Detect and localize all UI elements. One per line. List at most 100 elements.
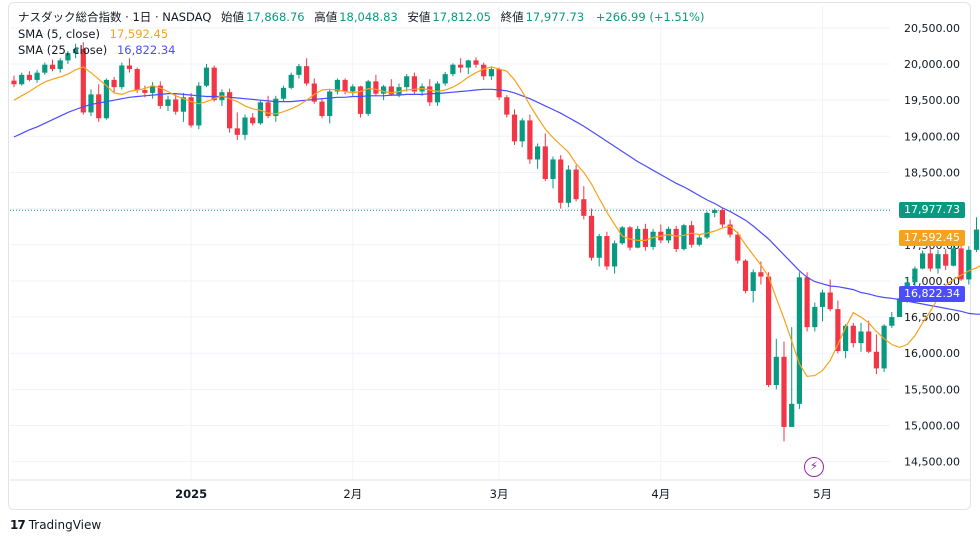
- y-tick-label: 16,000.00: [904, 347, 960, 360]
- candle-body: [758, 272, 764, 277]
- candle-body: [49, 64, 56, 70]
- candle-body: [80, 48, 86, 113]
- candle-body: [42, 64, 48, 73]
- high-value: 18,048.83: [339, 10, 398, 24]
- candle-body: [388, 86, 394, 95]
- candle-body: [350, 86, 356, 92]
- candle-body: [642, 228, 648, 247]
- sma25-price-tag: 16,822.34: [899, 285, 965, 302]
- candle-body: [334, 79, 340, 92]
- candle-body: [203, 67, 210, 86]
- candle-body: [519, 120, 525, 142]
- candle-body: [242, 117, 248, 135]
- candle-body: [935, 254, 941, 269]
- lightning-alert-icon[interactable]: ⚡: [804, 457, 824, 477]
- candle-body: [19, 74, 25, 85]
- candle-body: [411, 76, 417, 92]
- candle-body: [889, 317, 895, 326]
- candle-body: [173, 99, 179, 112]
- candle-body: [773, 356, 779, 386]
- y-tick-label: 20,000.00: [904, 58, 960, 71]
- candle-body: [789, 403, 795, 427]
- candle-body: [873, 351, 879, 369]
- candle-body: [927, 253, 933, 269]
- x-tick-label: 2025: [175, 487, 207, 501]
- candle-body: [88, 94, 94, 113]
- candle-body: [465, 60, 471, 68]
- low-label: 安値: [407, 10, 431, 24]
- candle-body: [920, 253, 926, 269]
- tradingview-logo[interactable]: 17 TradingView: [10, 518, 101, 532]
- candle-body: [96, 94, 102, 119]
- candle-body: [819, 292, 826, 307]
- candle-body: [973, 229, 980, 250]
- y-tick-label: 16,500.00: [904, 311, 960, 324]
- candle-body: [365, 81, 371, 114]
- candle-body: [373, 81, 379, 94]
- candle-body: [966, 249, 972, 280]
- candle-body: [150, 85, 156, 93]
- candle-body: [835, 309, 841, 352]
- candle-body: [288, 74, 294, 88]
- candle-body: [103, 79, 109, 119]
- candle-body: [727, 224, 733, 235]
- candle-body: [134, 69, 140, 91]
- candle-body: [581, 199, 587, 216]
- candle-body: [912, 268, 918, 283]
- candle-body: [111, 79, 117, 88]
- candle-body: [511, 114, 518, 142]
- candle-body: [535, 146, 541, 160]
- candle-body: [596, 236, 602, 258]
- sma25-legend[interactable]: SMA (25, close) 16,822.34: [18, 43, 181, 57]
- candle-body: [280, 87, 287, 99]
- candle-body: [866, 331, 872, 352]
- candle-body: [550, 159, 556, 179]
- candle-body: [157, 85, 163, 106]
- candle-body: [180, 97, 186, 112]
- y-tick-label: 18,500.00: [904, 166, 960, 179]
- candle-body: [481, 64, 487, 77]
- candle-body: [327, 91, 333, 117]
- candle-body: [473, 60, 479, 65]
- x-tick-label: 3月: [490, 487, 509, 501]
- sma5-legend[interactable]: SMA (5, close) 17,592.45: [18, 27, 174, 41]
- sma5-price-tag: 17,592.45: [899, 230, 965, 247]
- candle-body: [165, 99, 171, 106]
- candle-body: [311, 83, 317, 102]
- candle-body: [673, 228, 679, 250]
- candle-body: [227, 92, 233, 129]
- candle-body: [65, 53, 71, 61]
- candle-body: [735, 234, 741, 261]
- candle-body: [296, 66, 302, 75]
- candle-body: [442, 74, 448, 84]
- candle-body: [681, 225, 687, 250]
- sma25-label: SMA (25, close): [18, 43, 108, 57]
- candle-body: [304, 66, 310, 84]
- candle-body: [504, 97, 510, 115]
- sma25-line: [13, 88, 980, 315]
- x-tick-label: 2月: [343, 487, 362, 501]
- candle-body: [542, 146, 548, 179]
- candle-body: [234, 128, 240, 135]
- candle-body: [689, 225, 695, 245]
- candle-body: [850, 325, 856, 344]
- y-tick-label: 20,500.00: [904, 22, 960, 35]
- candle-body: [188, 97, 194, 126]
- candle-body: [357, 86, 364, 114]
- candle-body: [812, 306, 818, 328]
- candle-body: [396, 87, 402, 95]
- candle-body: [496, 69, 502, 98]
- candle-body: [750, 272, 756, 292]
- candle-body: [381, 86, 387, 94]
- close-value: 17,977.73: [525, 10, 585, 24]
- candle-body: [881, 325, 887, 369]
- sma5-label: SMA (5, close): [18, 27, 100, 41]
- open-value: 17,868.76: [246, 10, 305, 24]
- candle-body: [119, 65, 125, 88]
- close-label: 終値: [500, 10, 524, 24]
- candle-body: [796, 277, 802, 404]
- candle-body: [719, 210, 725, 225]
- y-tick-label: 15,000.00: [904, 420, 960, 433]
- candle-body: [450, 64, 456, 75]
